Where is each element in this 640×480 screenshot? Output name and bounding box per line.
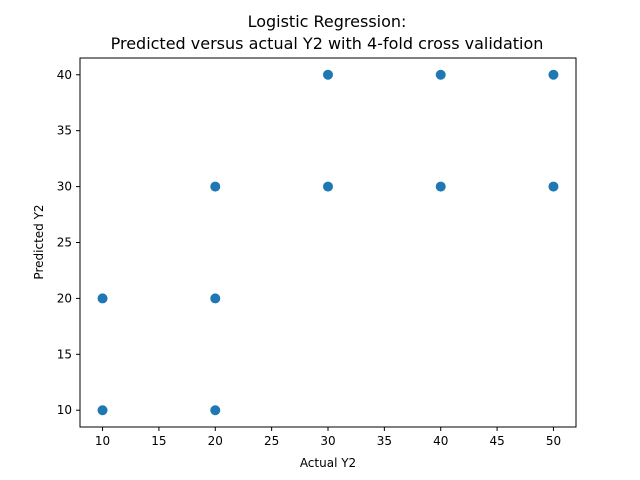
data-point-9 (548, 181, 559, 192)
x-tick-label-2: 20 (208, 434, 223, 448)
points-layer (97, 69, 559, 416)
y-tick-label-6: 40 (57, 68, 72, 82)
data-point-6 (323, 69, 333, 80)
y-tick-label-4: 30 (57, 180, 72, 194)
data-point-0 (97, 405, 108, 416)
data-point-5 (323, 181, 333, 192)
y-tick-label-1: 15 (57, 347, 72, 361)
y-axis-label: Predicted Y2 (32, 204, 46, 279)
ticks-layer: 10 15 20 25 30 35 40 45 50 10 15 20 25 30 35 40 (57, 68, 561, 448)
data-point-7 (435, 181, 446, 192)
chart-title-line-1: Logistic Regression: (248, 12, 407, 31)
data-point-3 (210, 293, 221, 304)
y-tick-label-5: 35 (57, 124, 72, 138)
x-tick-label-4: 30 (320, 434, 335, 448)
y-tick-label-3: 25 (57, 236, 72, 250)
y-tick-label-2: 20 (57, 291, 72, 305)
data-point-1 (97, 293, 108, 304)
x-tick-label-6: 40 (433, 434, 448, 448)
x-tick-label-1: 15 (151, 434, 166, 448)
data-point-4 (210, 181, 221, 192)
plot-frame (79, 57, 577, 428)
x-tick-label-5: 35 (377, 434, 392, 448)
x-tick-label-3: 25 (264, 434, 279, 448)
x-tick-label-7: 45 (489, 434, 504, 448)
x-tick-label-0: 10 (95, 434, 110, 448)
data-point-10 (548, 69, 559, 80)
chart-title-line-2: Predicted versus actual Y2 with 4-fold c… (111, 34, 544, 53)
data-point-2 (210, 405, 221, 416)
x-axis-label: Actual Y2 (300, 456, 356, 470)
data-point-8 (435, 69, 446, 80)
y-tick-label-0: 10 (57, 403, 72, 417)
x-tick-label-8: 50 (546, 434, 561, 448)
